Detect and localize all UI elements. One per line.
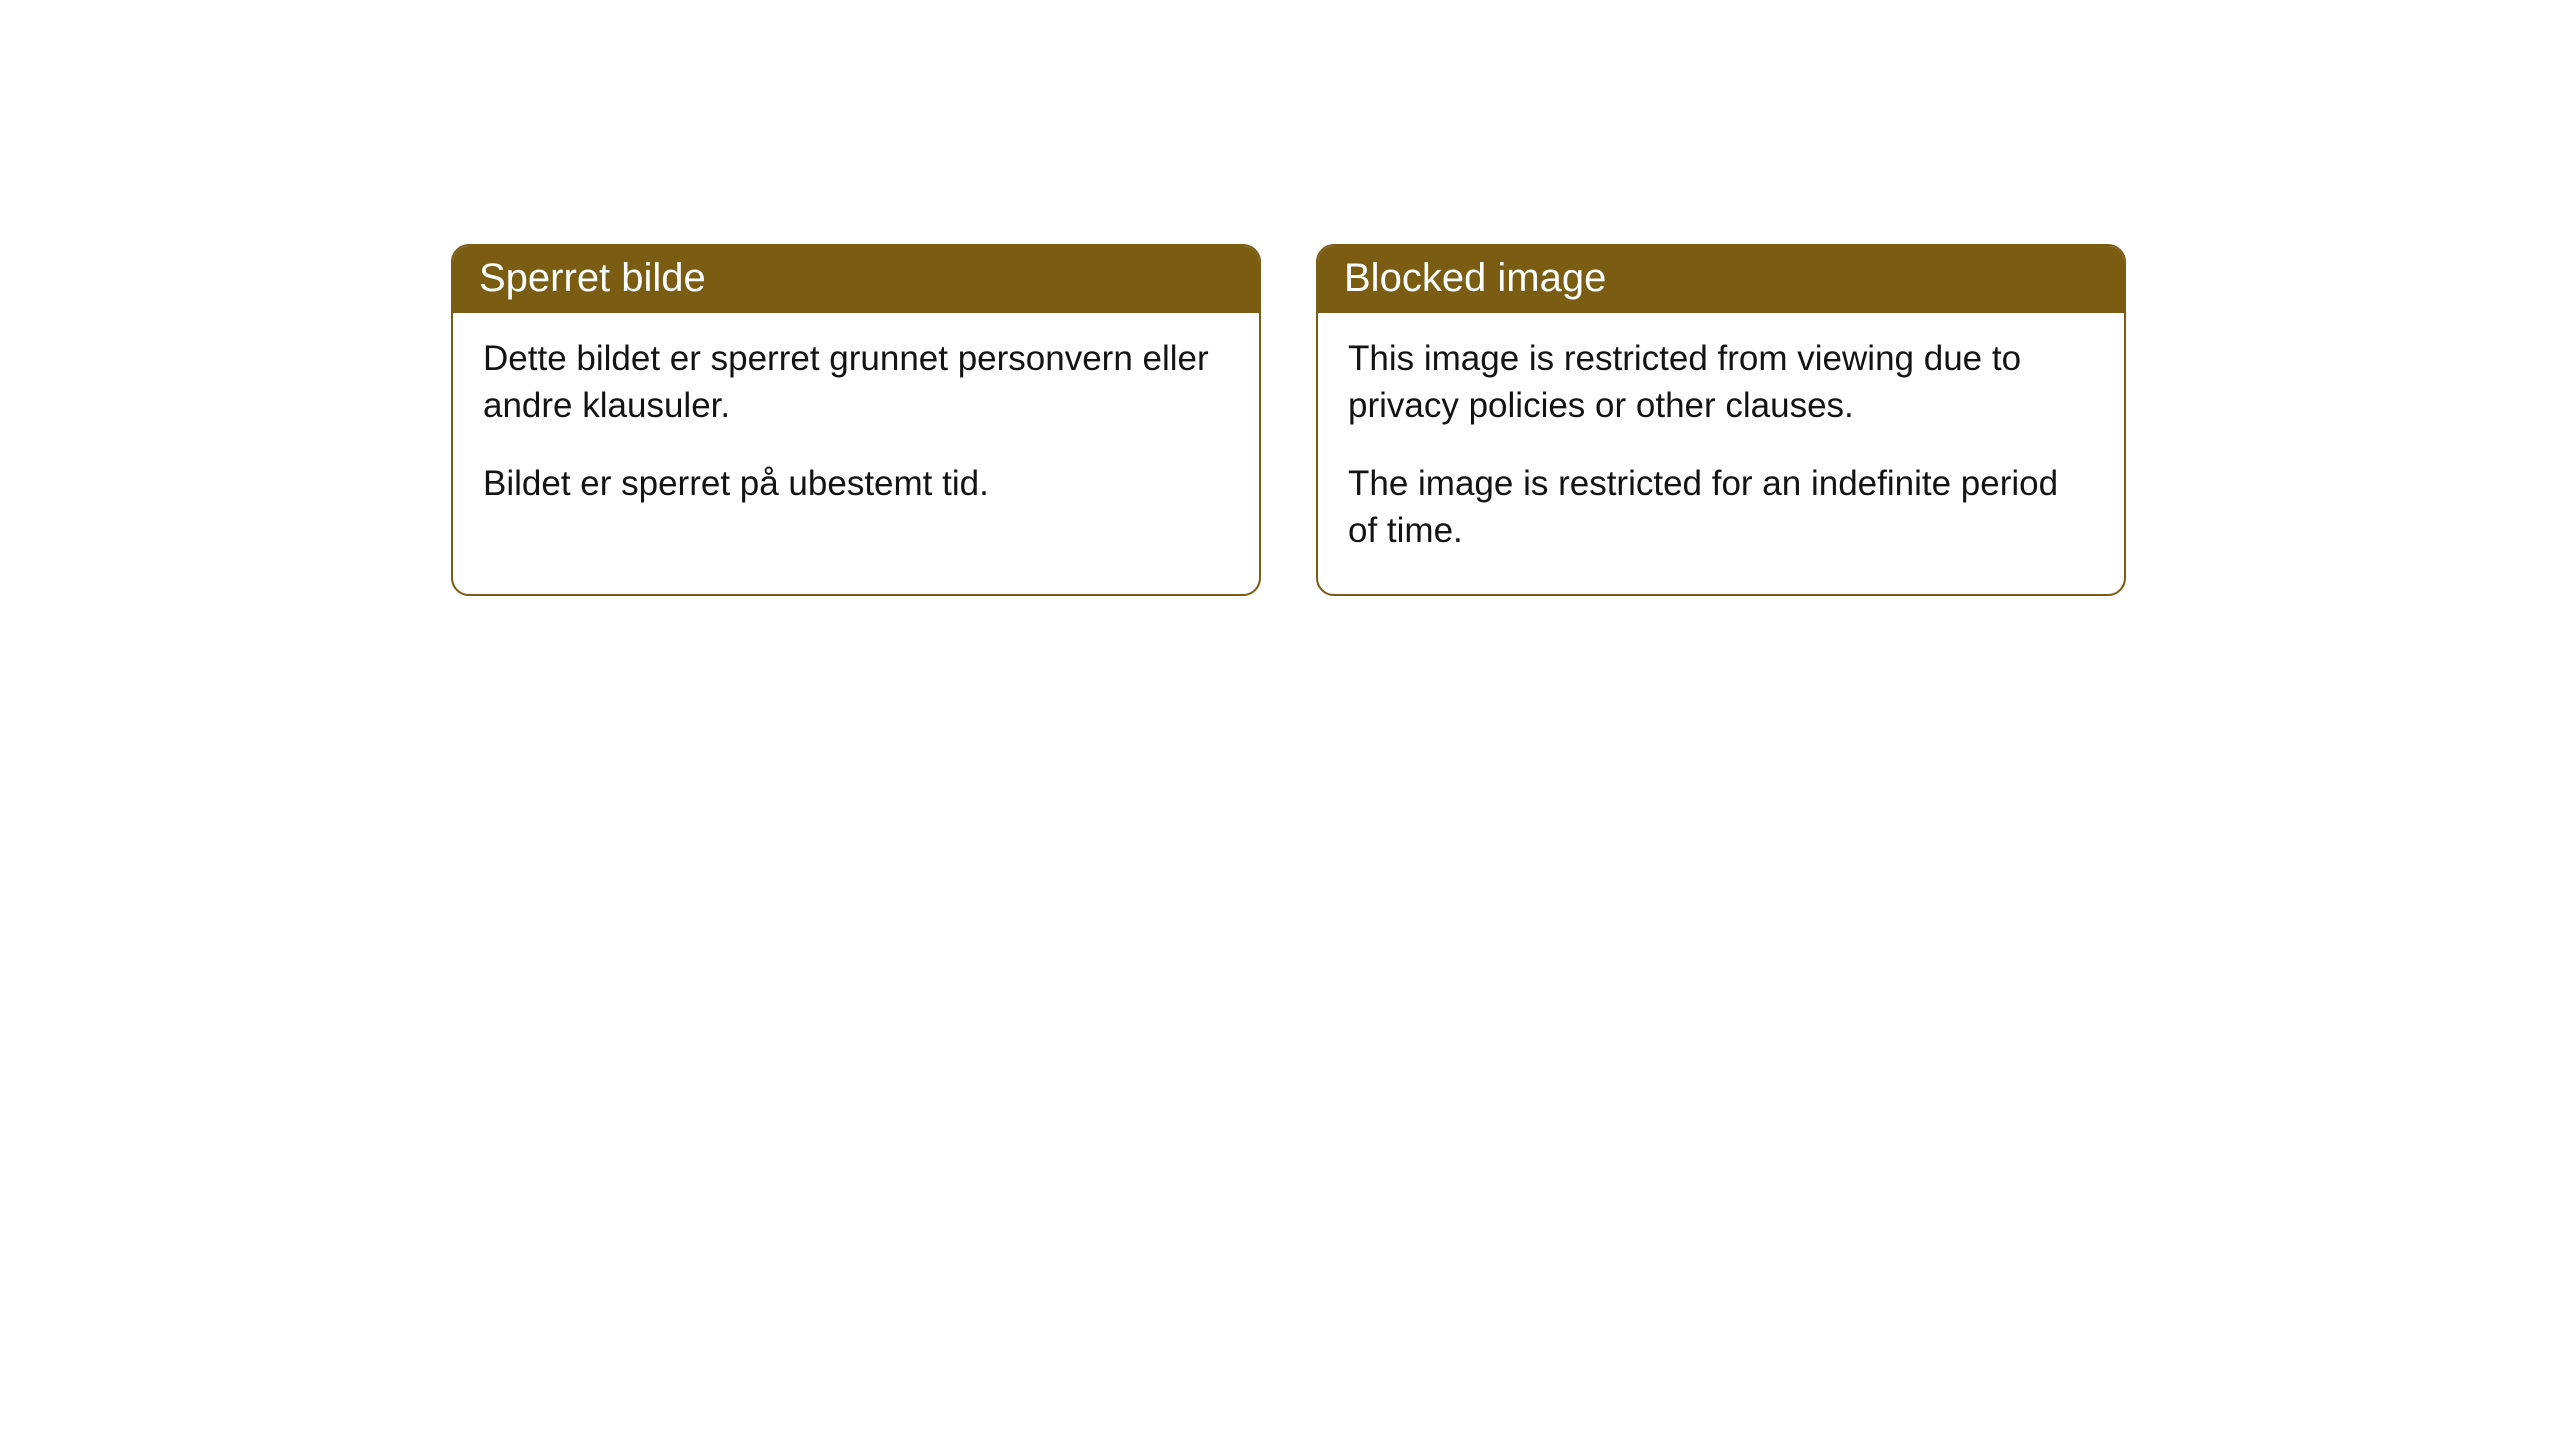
card-body: This image is restricted from viewing du…	[1318, 313, 2124, 594]
notice-cards-container: Sperret bilde Dette bildet er sperret gr…	[0, 0, 2560, 596]
card-paragraph: The image is restricted for an indefinit…	[1348, 460, 2094, 555]
card-paragraph: This image is restricted from viewing du…	[1348, 335, 2094, 430]
card-title: Sperret bilde	[479, 256, 706, 300]
notice-card-norwegian: Sperret bilde Dette bildet er sperret gr…	[451, 244, 1261, 596]
notice-card-english: Blocked image This image is restricted f…	[1316, 244, 2126, 596]
card-header: Blocked image	[1318, 246, 2124, 313]
card-paragraph: Dette bildet er sperret grunnet personve…	[483, 335, 1229, 430]
card-paragraph: Bildet er sperret på ubestemt tid.	[483, 460, 1229, 507]
card-header: Sperret bilde	[453, 246, 1259, 313]
card-title: Blocked image	[1344, 256, 1606, 300]
card-body: Dette bildet er sperret grunnet personve…	[453, 313, 1259, 547]
